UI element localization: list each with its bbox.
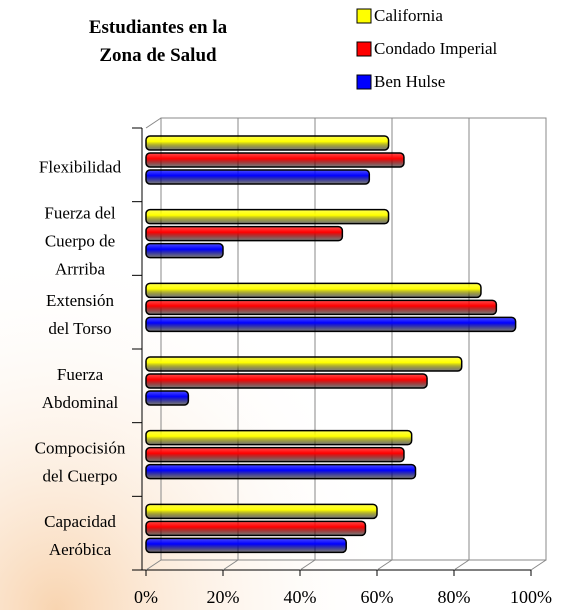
bar: [145, 429, 413, 446]
bar: [145, 169, 371, 185]
y-tick-label: Fuerza Abdominal: [42, 365, 119, 412]
bar: [145, 135, 390, 151]
left-wall: [145, 117, 162, 129]
x-tick-label: 80%: [438, 587, 471, 607]
y-tick-label: Compocisión del Cuerpo: [35, 438, 126, 485]
x-tick-label: 0%: [134, 587, 158, 607]
grid-floor: [530, 559, 547, 571]
grid-floor: [299, 559, 316, 571]
bar: [145, 299, 498, 316]
y-tick-label: Flexibilidad: [39, 158, 122, 177]
x-tick-label: 100%: [510, 587, 552, 607]
y-tick-label: Extensión del Torso: [46, 291, 114, 338]
grid-floor: [222, 559, 239, 571]
bar: [145, 242, 224, 259]
grid-floor: [453, 559, 470, 571]
bar: [145, 208, 390, 225]
chart-title: Estudiantes en la Zona de Salud: [89, 17, 228, 66]
grid-floor: [145, 559, 162, 571]
bar: [145, 282, 482, 299]
bar: [145, 503, 378, 520]
y-tick-label: Fuerza del Cuerpo de Arrriba: [44, 203, 116, 278]
legend-swatch: [356, 41, 372, 57]
bar: [145, 446, 405, 463]
bar: [145, 356, 463, 372]
x-tick-label: 60%: [361, 587, 394, 607]
legend-label: Ben Hulse: [374, 72, 445, 91]
bar: [145, 537, 347, 554]
x-tick-label: 40%: [284, 587, 317, 607]
bar: [145, 463, 417, 480]
y-tick-label: Capacidad Aeróbica: [44, 512, 116, 559]
bar: [145, 390, 190, 406]
grid-floor: [376, 559, 393, 571]
x-tick-label: 20%: [207, 587, 240, 607]
legend-label: Condado Imperial: [374, 39, 497, 58]
legend-label: California: [374, 6, 443, 25]
bar: [145, 520, 367, 537]
bar: [145, 152, 405, 168]
bar: [145, 225, 344, 242]
bar: [145, 316, 517, 333]
legend-swatch: [356, 8, 372, 24]
bar: [145, 373, 428, 389]
legend-swatch: [356, 74, 372, 90]
